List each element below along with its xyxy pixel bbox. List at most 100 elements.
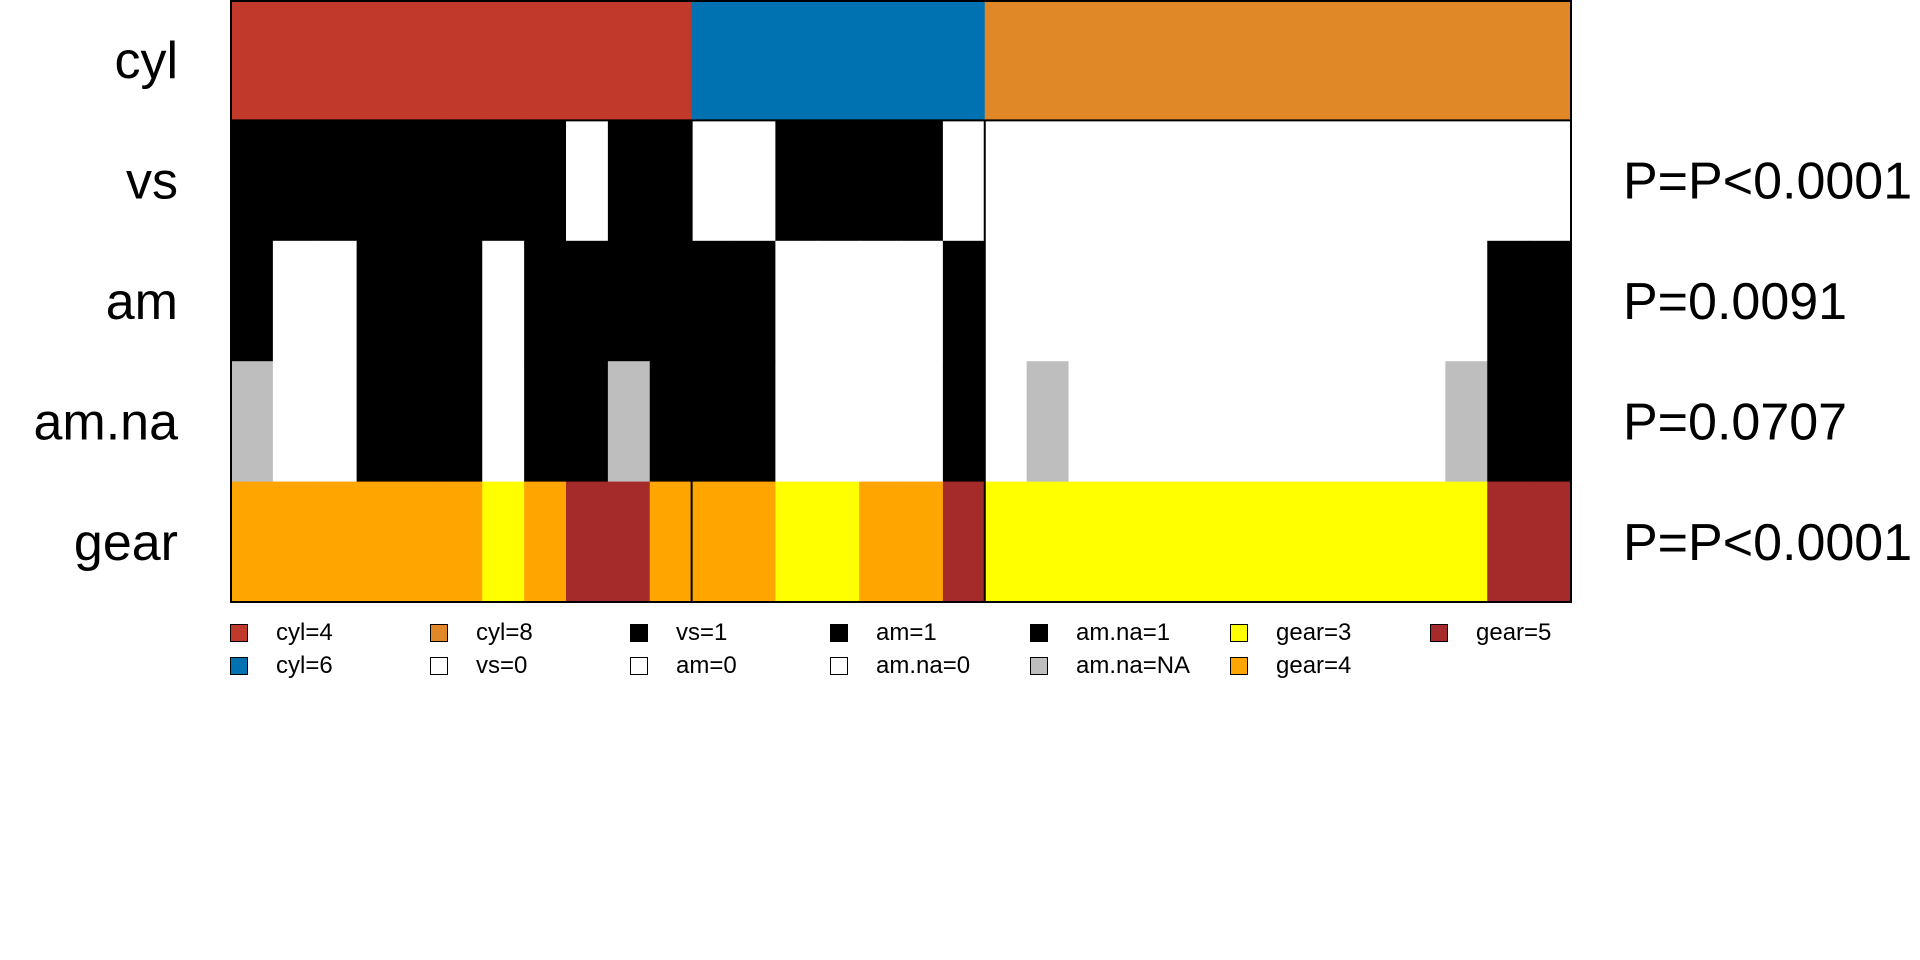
cell-gear-6 xyxy=(440,481,483,603)
cell-vs-24 xyxy=(1194,120,1237,242)
cell-am-na-9 xyxy=(566,361,609,483)
cell-cyl-22 xyxy=(1110,0,1153,121)
p-value-labels: P=P<0.0001 P=0.0091 P=0.0707 P=P<0.0001 xyxy=(1623,153,1912,572)
cell-am-na-23 xyxy=(1152,361,1195,483)
legend-item: gear=5 xyxy=(1430,619,1551,646)
row-label-vs: vs xyxy=(126,153,178,211)
cell-gear-5 xyxy=(398,481,441,603)
cell-gear-11 xyxy=(649,481,693,603)
cell-am-na-22 xyxy=(1110,361,1153,483)
cell-cyl-20 xyxy=(1026,0,1070,121)
legend-swatch xyxy=(630,624,648,642)
cell-vs-6 xyxy=(440,120,483,242)
cell-vs-4 xyxy=(356,120,400,242)
cell-vs-3 xyxy=(314,120,358,242)
cell-cyl-4 xyxy=(356,0,400,121)
cell-am-28 xyxy=(1361,240,1405,362)
cell-cyl-24 xyxy=(1194,0,1237,121)
cell-vs-14 xyxy=(775,120,818,242)
p-value-gear: P=P<0.0001 xyxy=(1623,514,1912,572)
cell-gear-3 xyxy=(314,481,358,603)
cell-gear-28 xyxy=(1361,481,1405,603)
legend-swatch xyxy=(1230,657,1248,675)
cell-am-24 xyxy=(1194,240,1237,362)
heatmap-frame xyxy=(230,0,1572,603)
row-labels: cyl vs am am.na gear xyxy=(33,32,178,572)
cell-cyl-9 xyxy=(566,0,609,121)
legend-item: am.na=NA xyxy=(1030,652,1190,679)
cell-vs-11 xyxy=(649,120,693,242)
cell-cyl-8 xyxy=(524,0,567,121)
legend-swatch xyxy=(1230,624,1248,642)
cell-cyl-29 xyxy=(1403,0,1446,121)
cell-cyl-14 xyxy=(775,0,818,121)
cell-gear-1 xyxy=(231,481,274,603)
cell-am-na-11 xyxy=(649,361,693,483)
legend-item: am=1 xyxy=(830,619,937,646)
legend-label: am.na=0 xyxy=(876,652,971,679)
cell-am-11 xyxy=(649,240,693,362)
legend-item: cyl=8 xyxy=(430,619,533,646)
cell-vs-9 xyxy=(566,120,609,242)
cell-vs-5 xyxy=(398,120,441,242)
legend-swatch xyxy=(1030,624,1048,642)
row-label-cyl: cyl xyxy=(114,32,178,90)
p-value-am: P=0.0091 xyxy=(1623,273,1847,331)
legend-swatch xyxy=(1430,624,1448,642)
cell-am-na-3 xyxy=(314,361,358,483)
cell-am-na-10 xyxy=(607,361,651,483)
cell-am-na-6 xyxy=(440,361,483,483)
cell-cyl-32 xyxy=(1529,0,1572,121)
cell-cyl-5 xyxy=(398,0,441,121)
legend-item: cyl=6 xyxy=(230,652,333,679)
cell-gear-27 xyxy=(1319,481,1363,603)
legend-label: am=1 xyxy=(876,619,937,646)
legend-item: am=0 xyxy=(630,652,737,679)
cell-vs-22 xyxy=(1110,120,1153,242)
cell-gear-21 xyxy=(1068,481,1111,603)
cell-am-27 xyxy=(1319,240,1363,362)
cell-cyl-28 xyxy=(1361,0,1405,121)
cell-am-na-4 xyxy=(356,361,400,483)
cell-vs-32 xyxy=(1529,120,1572,242)
cell-gear-23 xyxy=(1152,481,1195,603)
cell-cyl-7 xyxy=(482,0,525,121)
cell-cyl-13 xyxy=(733,0,776,121)
cell-am-3 xyxy=(314,240,358,362)
cell-am-2 xyxy=(272,240,316,362)
cell-am-na-31 xyxy=(1487,361,1530,483)
cell-vs-17 xyxy=(901,120,944,242)
legend-label: cyl=8 xyxy=(476,619,533,646)
row-label-am: am xyxy=(106,273,178,331)
cell-am-na-25 xyxy=(1236,361,1279,483)
cell-vs-16 xyxy=(859,120,902,242)
cell-am-na-15 xyxy=(817,361,860,483)
cell-am-5 xyxy=(398,240,441,362)
cell-cyl-11 xyxy=(649,0,693,121)
legend-label: am=0 xyxy=(676,652,737,679)
cell-gear-19 xyxy=(984,481,1028,603)
cell-am-32 xyxy=(1529,240,1572,362)
cell-vs-19 xyxy=(984,120,1028,242)
cell-am-18 xyxy=(942,240,986,362)
cell-am-na-26 xyxy=(1277,361,1321,483)
legend-item: gear=4 xyxy=(1230,652,1351,679)
cell-gear-10 xyxy=(607,481,651,603)
cell-gear-32 xyxy=(1529,481,1572,603)
cell-am-na-29 xyxy=(1403,361,1446,483)
cell-vs-20 xyxy=(1026,120,1070,242)
row-label-am-na: am.na xyxy=(33,393,178,451)
cell-am-na-14 xyxy=(775,361,818,483)
cell-am-31 xyxy=(1487,240,1530,362)
cell-am-na-20 xyxy=(1026,361,1070,483)
cell-am-na-21 xyxy=(1068,361,1111,483)
cell-gear-15 xyxy=(817,481,860,603)
cell-am-na-8 xyxy=(524,361,567,483)
cell-cyl-27 xyxy=(1319,0,1363,121)
cell-am-14 xyxy=(775,240,818,362)
cell-am-30 xyxy=(1445,240,1488,362)
group-boundaries xyxy=(231,119,1571,602)
cell-am-na-1 xyxy=(231,361,274,483)
cell-am-na-19 xyxy=(984,361,1028,483)
